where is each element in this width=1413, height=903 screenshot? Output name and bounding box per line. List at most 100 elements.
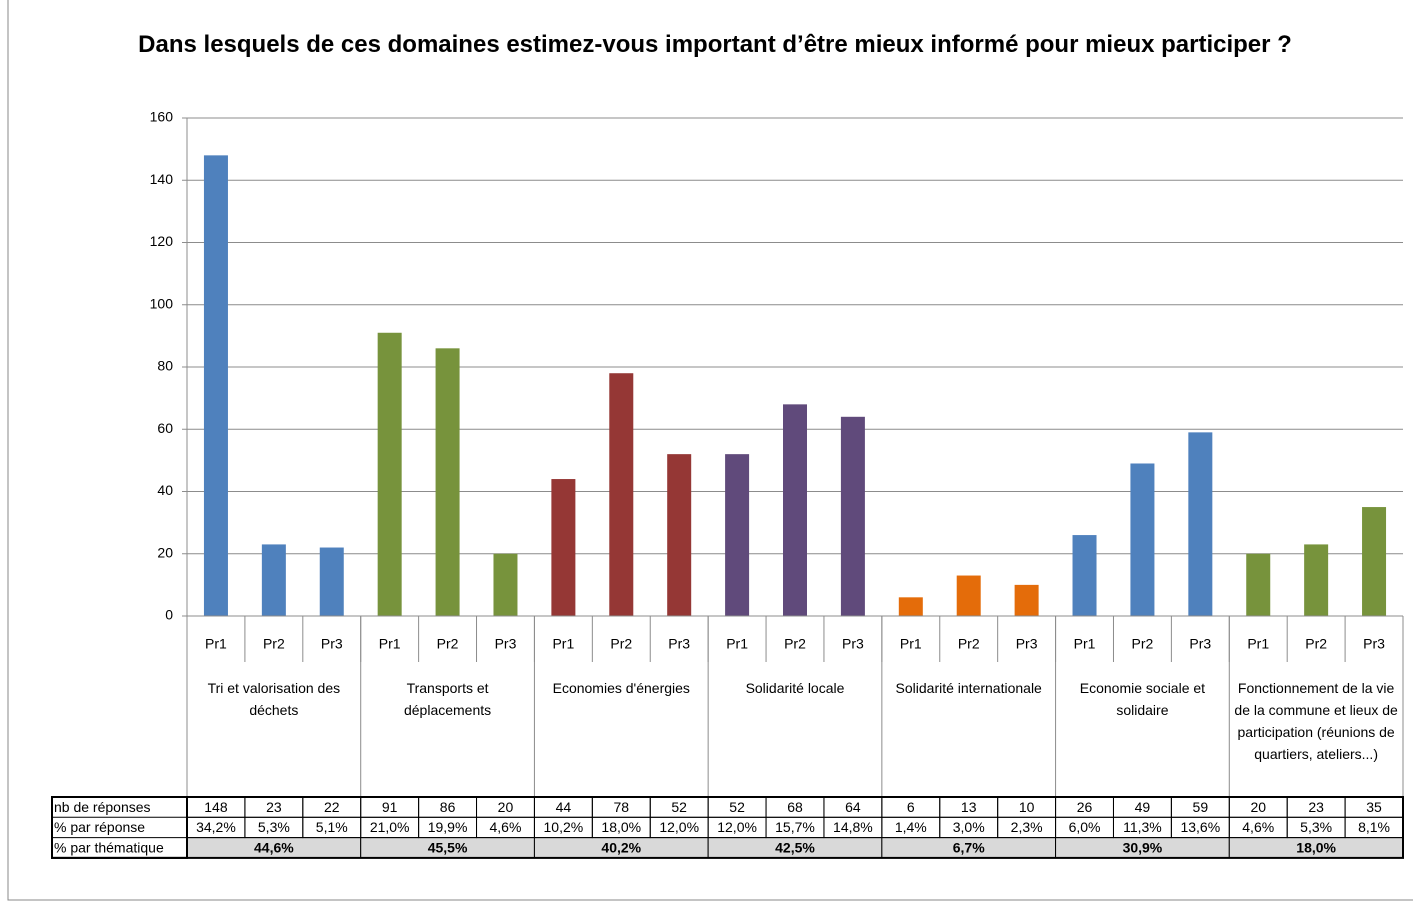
share-cell: 8,1% — [1358, 819, 1390, 835]
x-tick-label: Pr3 — [842, 636, 864, 652]
theme-share: 40,2% — [601, 839, 641, 855]
x-tick-label: Pr2 — [610, 636, 632, 652]
y-tick-label: 0 — [165, 607, 173, 623]
row-label: % par thématique — [54, 839, 164, 855]
row-label: nb de réponses — [54, 799, 151, 815]
table-frame — [51, 796, 1404, 859]
bar — [1246, 553, 1271, 616]
count-cell: 52 — [671, 799, 687, 815]
count-cell: 59 — [1193, 799, 1209, 815]
bar — [1014, 584, 1039, 616]
theme-share: 44,6% — [254, 839, 294, 855]
share-cell: 19,9% — [428, 819, 468, 835]
y-tick-label: 160 — [150, 109, 174, 125]
x-tick-label: Pr2 — [1305, 636, 1327, 652]
bar — [609, 373, 634, 616]
x-tick-label: Pr3 — [1189, 636, 1211, 652]
chart-title: Dans lesquels de ces domaines estimez-vo… — [138, 31, 1292, 58]
y-tick-label: 40 — [157, 482, 173, 498]
count-cell: 13 — [961, 799, 977, 815]
share-cell: 15,7% — [775, 819, 815, 835]
share-cell: 12,0% — [717, 819, 757, 835]
group-label: Fonctionnement de la vie de la commune e… — [1234, 680, 1398, 762]
share-cell: 4,6% — [1242, 819, 1274, 835]
share-cell: 4,6% — [490, 819, 522, 835]
x-tick-label: Pr3 — [1016, 636, 1038, 652]
share-cell: 6,0% — [1069, 819, 1101, 835]
share-cell: 5,3% — [1300, 819, 1332, 835]
group-label: Tri et valorisation des déchets — [207, 680, 341, 718]
bar — [1130, 463, 1155, 616]
count-cell: 23 — [266, 799, 282, 815]
x-tick-label: Pr1 — [1074, 636, 1096, 652]
share-cell: 2,3% — [1011, 819, 1043, 835]
x-tick-label: Pr1 — [1247, 636, 1269, 652]
bar — [783, 404, 807, 616]
bar — [551, 479, 576, 616]
x-tick-label: Pr1 — [726, 636, 748, 652]
x-tick-label: Pr2 — [1132, 636, 1154, 652]
count-cell: 26 — [1077, 799, 1093, 815]
count-cell: 68 — [787, 799, 803, 815]
theme-share: 18,0% — [1296, 839, 1336, 855]
count-cell: 148 — [204, 799, 228, 815]
bar — [435, 348, 460, 616]
count-cell: 20 — [1250, 799, 1266, 815]
count-cell: 22 — [324, 799, 340, 815]
count-cell: 35 — [1366, 799, 1382, 815]
x-tick-label: Pr2 — [958, 636, 980, 652]
x-tick-label: Pr3 — [1363, 636, 1385, 652]
share-cell: 34,2% — [196, 819, 236, 835]
share-cell: 5,1% — [316, 819, 348, 835]
share-cell: 10,2% — [544, 819, 584, 835]
bar — [898, 597, 923, 616]
count-cell: 91 — [382, 799, 398, 815]
count-cell: 52 — [729, 799, 745, 815]
count-cell: 86 — [440, 799, 456, 815]
share-cell: 1,4% — [895, 819, 927, 835]
bar — [1072, 535, 1097, 616]
bar — [493, 553, 518, 616]
count-cell: 23 — [1308, 799, 1324, 815]
share-cell: 11,3% — [1123, 819, 1162, 835]
count-cell: 20 — [498, 799, 514, 815]
count-cell: 49 — [1135, 799, 1151, 815]
y-tick-label: 140 — [150, 171, 174, 187]
count-cell: 44 — [556, 799, 572, 815]
group-label: Economie sociale et solidaire — [1079, 680, 1206, 718]
group-label: Economies d'énergies — [552, 680, 690, 696]
x-tick-label: Pr3 — [668, 636, 690, 652]
x-tick-label: Pr2 — [784, 636, 806, 652]
bar — [667, 454, 692, 616]
y-tick-label: 80 — [157, 358, 173, 374]
share-cell: 14,8% — [833, 819, 873, 835]
y-tick-label: 60 — [157, 420, 173, 436]
share-cell: 18,0% — [601, 819, 641, 835]
bar — [261, 544, 286, 616]
row-label: % par réponse — [54, 819, 145, 835]
x-tick-label: Pr2 — [437, 636, 459, 652]
share-cell: 5,3% — [258, 819, 290, 835]
count-cell: 78 — [613, 799, 629, 815]
bar — [203, 155, 228, 616]
bar — [956, 575, 981, 616]
y-tick-label: 20 — [157, 544, 173, 560]
share-cell: 12,0% — [659, 819, 699, 835]
x-tick-label: Pr3 — [495, 636, 517, 652]
x-tick-label: Pr3 — [321, 636, 343, 652]
theme-share: 42,5% — [775, 839, 815, 855]
bar — [1362, 507, 1387, 616]
theme-share: 30,9% — [1123, 839, 1163, 855]
x-tick-label: Pr1 — [900, 636, 922, 652]
share-cell: 3,0% — [953, 819, 985, 835]
x-tick-label: Pr1 — [552, 636, 574, 652]
share-cell: 13,6% — [1180, 819, 1220, 835]
group-label: Transports et déplacements — [403, 680, 492, 718]
count-cell: 64 — [845, 799, 861, 815]
bar — [840, 416, 865, 616]
y-tick-label: 100 — [150, 295, 174, 311]
count-cell: 10 — [1019, 799, 1035, 815]
bar — [377, 332, 402, 616]
